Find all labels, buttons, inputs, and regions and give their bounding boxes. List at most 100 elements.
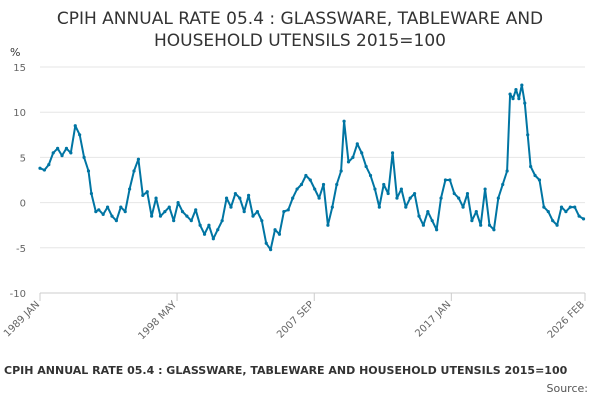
data-point[interactable]	[461, 205, 465, 209]
data-point[interactable]	[86, 169, 91, 173]
data-point[interactable]	[412, 191, 417, 196]
data-point[interactable]	[317, 196, 321, 200]
data-point[interactable]	[479, 223, 483, 227]
data-point[interactable]	[82, 155, 86, 159]
data-point[interactable]	[439, 196, 443, 200]
data-point[interactable]	[286, 208, 290, 212]
data-point[interactable]	[351, 155, 355, 159]
data-point[interactable]	[101, 212, 105, 216]
data-point[interactable]	[308, 178, 312, 182]
data-point[interactable]	[282, 210, 286, 214]
data-point[interactable]	[526, 133, 530, 137]
data-point[interactable]	[339, 169, 343, 173]
data-point[interactable]	[180, 210, 185, 214]
data-point[interactable]	[430, 219, 434, 223]
data-point[interactable]	[150, 214, 154, 218]
data-point[interactable]	[176, 201, 180, 205]
data-point[interactable]	[255, 210, 260, 214]
data-point[interactable]	[38, 166, 42, 170]
data-point[interactable]	[97, 208, 101, 212]
data-point[interactable]	[295, 187, 299, 191]
data-point[interactable]	[167, 205, 171, 209]
data-point[interactable]	[448, 178, 452, 182]
data-point[interactable]	[110, 214, 114, 218]
data-point[interactable]	[514, 88, 518, 92]
data-point[interactable]	[220, 219, 224, 223]
data-point[interactable]	[404, 205, 408, 209]
data-point[interactable]	[533, 173, 537, 178]
data-point[interactable]	[399, 187, 403, 191]
data-point[interactable]	[321, 182, 326, 187]
data-point[interactable]	[207, 223, 211, 227]
data-point[interactable]	[163, 210, 167, 214]
data-point[interactable]	[523, 101, 527, 105]
data-point[interactable]	[520, 83, 524, 87]
data-point[interactable]	[496, 196, 500, 200]
data-point[interactable]	[56, 146, 60, 150]
data-point[interactable]	[273, 228, 277, 232]
data-point[interactable]	[573, 205, 577, 209]
data-point[interactable]	[452, 191, 456, 196]
data-point[interactable]	[304, 173, 308, 178]
data-point[interactable]	[51, 151, 55, 155]
data-point[interactable]	[60, 153, 64, 158]
data-point[interactable]	[408, 196, 412, 200]
data-point[interactable]	[474, 210, 478, 214]
data-point[interactable]	[202, 232, 207, 236]
data-point[interactable]	[470, 219, 474, 223]
data-point[interactable]	[417, 214, 421, 218]
data-point[interactable]	[568, 205, 572, 209]
data-point[interactable]	[368, 173, 373, 178]
data-point[interactable]	[299, 182, 304, 187]
data-point[interactable]	[483, 187, 487, 191]
data-point[interactable]	[577, 214, 581, 218]
data-point[interactable]	[78, 133, 82, 137]
data-point[interactable]	[373, 187, 377, 191]
data-point[interactable]	[64, 146, 69, 150]
data-point[interactable]	[395, 196, 399, 200]
data-point[interactable]	[216, 228, 220, 232]
data-point[interactable]	[189, 219, 193, 223]
data-point[interactable]	[492, 228, 496, 232]
data-point[interactable]	[465, 191, 470, 196]
data-point[interactable]	[123, 210, 127, 214]
data-point[interactable]	[529, 164, 533, 169]
data-point[interactable]	[342, 119, 346, 123]
data-point[interactable]	[390, 151, 395, 155]
data-point[interactable]	[132, 169, 136, 173]
data-point[interactable]	[382, 182, 386, 187]
data-point[interactable]	[346, 160, 351, 164]
data-point[interactable]	[114, 219, 118, 223]
data-point[interactable]	[511, 97, 515, 101]
data-point[interactable]	[555, 223, 559, 227]
data-point[interactable]	[211, 237, 215, 241]
data-point[interactable]	[360, 151, 364, 155]
data-point[interactable]	[443, 178, 448, 182]
data-point[interactable]	[251, 214, 255, 218]
data-point[interactable]	[457, 196, 461, 200]
data-point[interactable]	[313, 187, 317, 191]
data-point[interactable]	[105, 205, 110, 209]
data-point[interactable]	[355, 142, 359, 146]
data-point[interactable]	[508, 92, 512, 96]
data-point[interactable]	[421, 223, 426, 227]
data-point[interactable]	[505, 169, 509, 173]
data-point[interactable]	[73, 124, 77, 128]
data-point[interactable]	[377, 205, 381, 209]
data-point[interactable]	[119, 205, 123, 209]
data-point[interactable]	[559, 205, 564, 209]
data-point[interactable]	[435, 228, 439, 232]
data-point[interactable]	[238, 196, 242, 200]
data-point[interactable]	[364, 164, 368, 169]
data-point[interactable]	[517, 97, 521, 101]
data-point[interactable]	[145, 190, 149, 194]
data-point[interactable]	[47, 163, 51, 167]
data-point[interactable]	[542, 205, 546, 209]
data-point[interactable]	[94, 210, 98, 214]
data-point[interactable]	[69, 151, 73, 155]
data-point[interactable]	[42, 168, 47, 172]
data-point[interactable]	[330, 205, 334, 209]
data-point[interactable]	[233, 191, 237, 196]
data-point[interactable]	[564, 210, 568, 214]
data-point[interactable]	[487, 223, 492, 227]
